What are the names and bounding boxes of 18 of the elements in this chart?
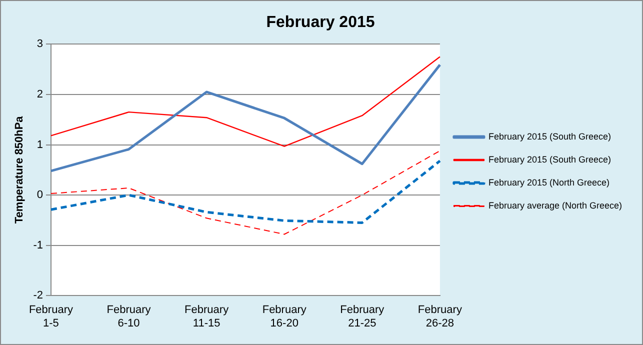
x-tick-label: February 1-5: [28, 304, 74, 330]
x-tick-label: February 21-25: [340, 304, 385, 330]
chart-title: February 2015: [266, 14, 375, 32]
y-tick-label: 3: [36, 38, 43, 50]
y-tick-label: -2: [33, 290, 43, 302]
y-tick-label: 0: [36, 189, 43, 202]
legend-label: February 2015 (North Greece): [488, 177, 610, 188]
x-tick-label: February 16-20: [262, 304, 307, 330]
x-tick-label: February 6-10: [106, 304, 152, 330]
x-tick-label: February 11-15: [184, 304, 230, 330]
x-tick-label: February 26-28: [418, 304, 462, 330]
legend-label: February 2015 (South Greece): [488, 131, 612, 142]
y-tick-label: 2: [36, 88, 43, 101]
y-tick-label: -1: [33, 239, 43, 252]
legend-label: February average (North Greece): [488, 200, 622, 210]
y-axis-title: Temperature 850hPa: [14, 115, 26, 224]
legend-label: February 2015 (South Greece): [488, 154, 612, 164]
y-tick-label: 1: [36, 138, 43, 151]
